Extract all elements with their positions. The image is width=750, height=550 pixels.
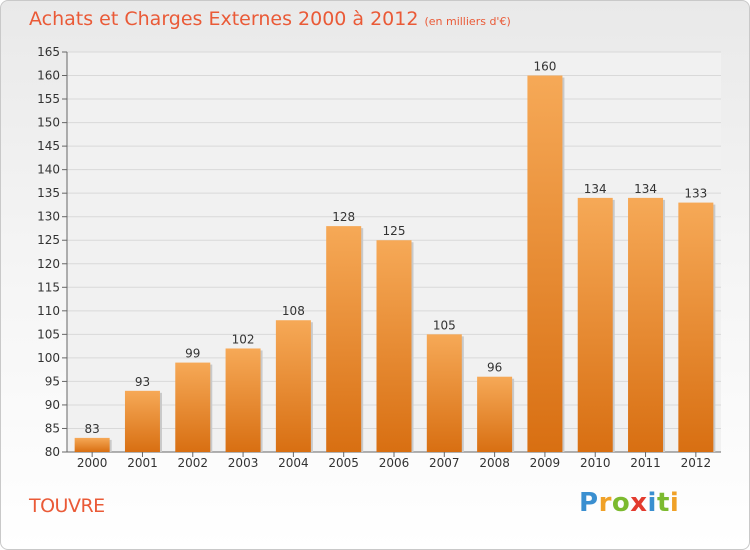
logo-letter: t [656, 488, 670, 518]
bar [175, 362, 211, 452]
x-tick-label: 2006 [379, 456, 410, 470]
y-tick-label: 140 [37, 163, 60, 177]
y-tick-label: 115 [37, 280, 60, 294]
x-tick-label: 2010 [580, 456, 611, 470]
y-tick-label: 145 [37, 139, 60, 153]
bar [376, 240, 412, 452]
commune-name: TOUVRE [29, 495, 105, 517]
y-tick-label: 110 [37, 304, 60, 318]
data-label: 108 [282, 304, 305, 318]
logo-letter: r [598, 488, 612, 518]
data-label: 134 [584, 182, 607, 196]
bar [678, 202, 714, 452]
bar [74, 437, 110, 452]
y-tick-label: 100 [37, 351, 60, 365]
chart-title: Achats et Charges Externes 2000 à 2012 (e… [29, 8, 511, 30]
y-tick-label: 130 [37, 210, 60, 224]
y-tick-label: 150 [37, 116, 60, 130]
logo-letter: o [611, 488, 631, 518]
data-label: 128 [332, 210, 355, 224]
y-tick-label: 95 [45, 374, 60, 388]
y-tick-label: 160 [37, 69, 60, 83]
data-label: 93 [135, 375, 150, 389]
logo-letter: P [579, 488, 599, 518]
logo-letter: x [630, 488, 648, 518]
bar [628, 197, 664, 452]
bar [124, 390, 160, 452]
y-tick-label: 105 [37, 327, 60, 341]
proxiti-logo: Proxiti [579, 488, 679, 518]
x-tick-label: 2008 [479, 456, 510, 470]
bar [275, 320, 311, 452]
data-label: 83 [85, 422, 100, 436]
y-tick-label: 85 [45, 421, 60, 435]
x-tick-label: 2009 [530, 456, 561, 470]
data-label: 133 [684, 187, 707, 201]
chart-title-text: Achats et Charges Externes 2000 à 2012 [29, 8, 419, 30]
x-tick-label: 2005 [328, 456, 359, 470]
bar [326, 226, 362, 452]
y-tick-label: 120 [37, 257, 60, 271]
x-tick-label: 2007 [429, 456, 460, 470]
data-label: 134 [634, 182, 657, 196]
x-tick-label: 2004 [278, 456, 309, 470]
bar [577, 197, 613, 452]
y-tick-label: 125 [37, 233, 60, 247]
data-label: 99 [185, 347, 200, 361]
x-tick-label: 2003 [228, 456, 259, 470]
y-tick-label: 165 [37, 45, 60, 59]
x-tick-label: 2012 [681, 456, 712, 470]
bar [426, 334, 462, 452]
y-tick-label: 155 [37, 92, 60, 106]
data-label: 105 [433, 318, 456, 332]
logo-letter: i [669, 488, 680, 518]
data-label: 125 [383, 224, 406, 238]
data-label: 102 [232, 332, 255, 346]
bar [527, 75, 563, 452]
logo-letter: i [647, 488, 657, 518]
x-tick-label: 2000 [77, 456, 108, 470]
bar [477, 376, 513, 452]
x-tick-label: 2001 [127, 456, 158, 470]
unit-note: (en milliers d'€) [424, 15, 511, 28]
bar [225, 348, 261, 452]
data-label: 96 [487, 361, 502, 375]
y-tick-label: 80 [45, 445, 60, 459]
y-tick-label: 90 [45, 398, 60, 412]
y-tick-label: 135 [37, 186, 60, 200]
data-label: 160 [533, 60, 556, 74]
x-tick-label: 2011 [630, 456, 661, 470]
x-tick-label: 2002 [177, 456, 208, 470]
